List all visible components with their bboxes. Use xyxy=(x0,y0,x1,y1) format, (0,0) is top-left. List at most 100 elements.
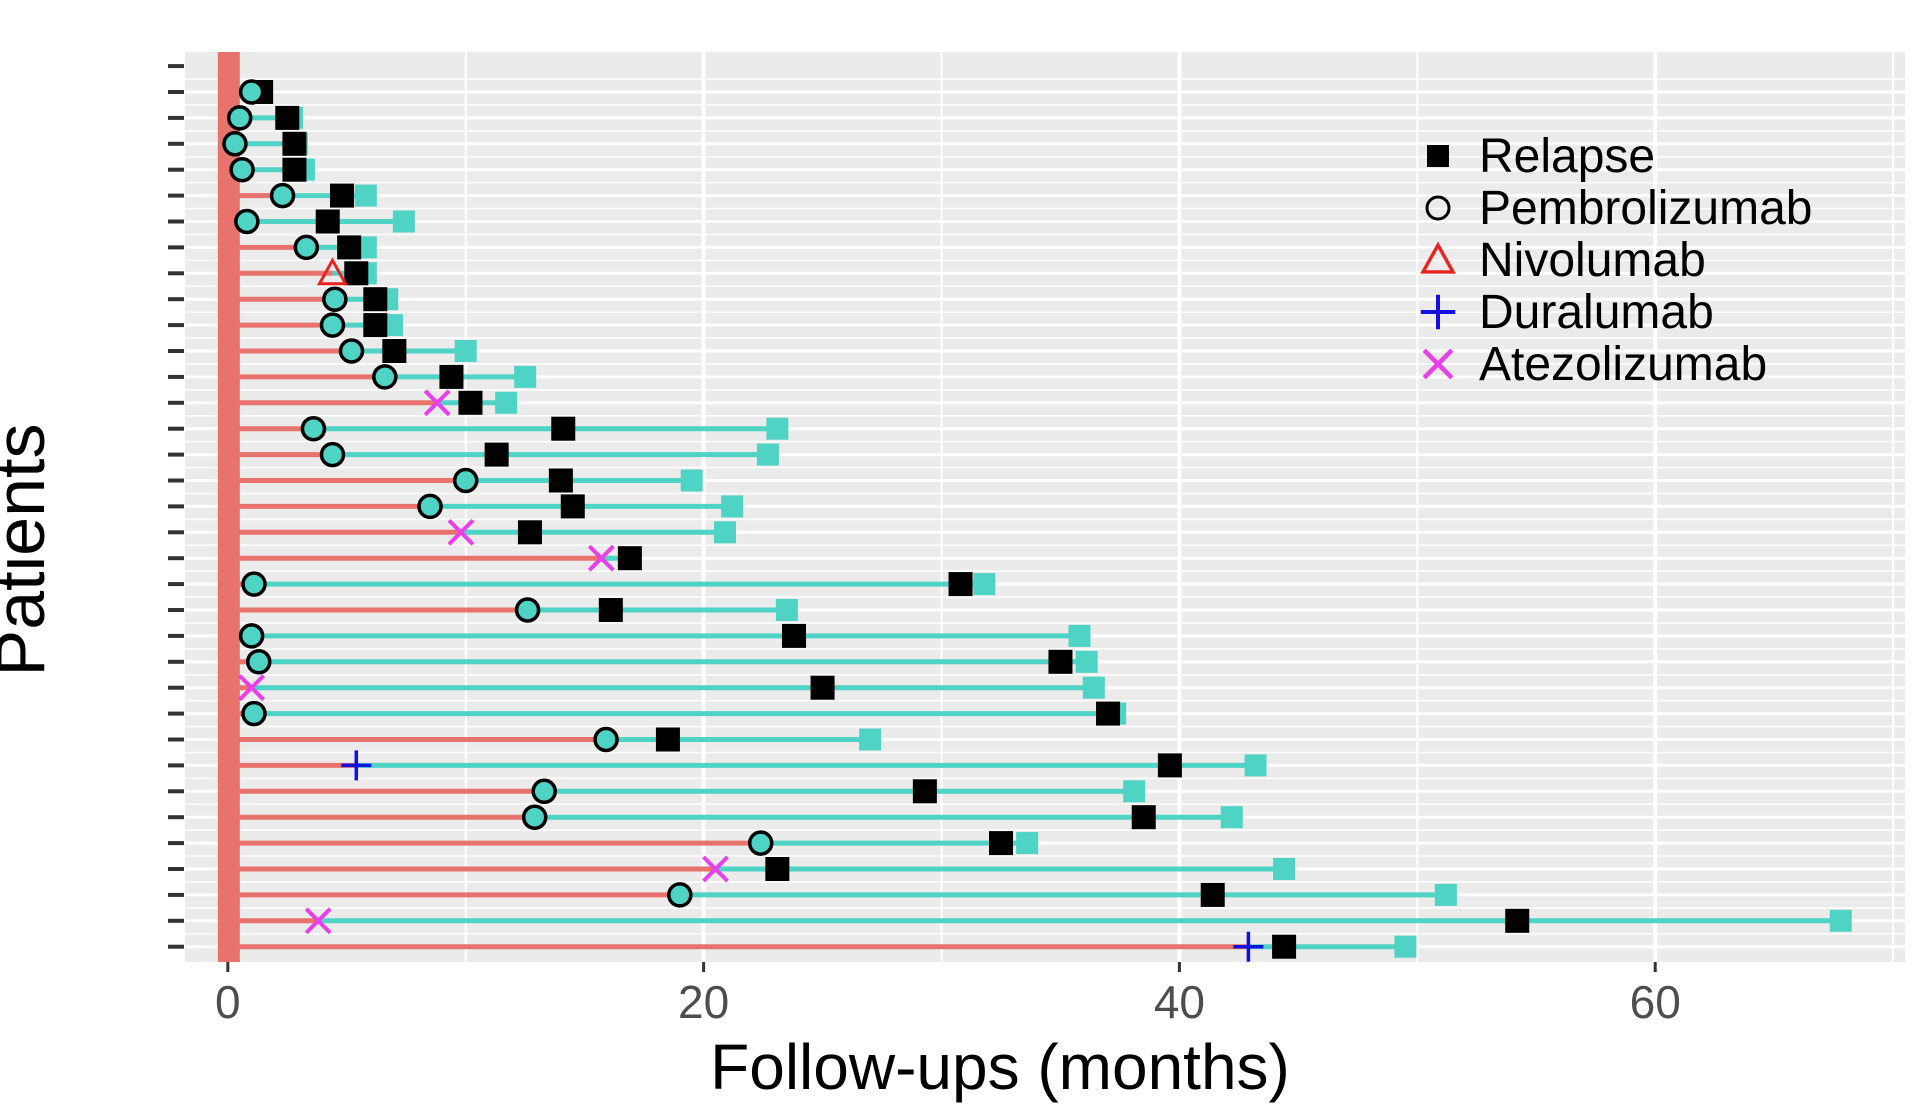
pembrolizumab-marker xyxy=(514,597,541,623)
follow-up-end-marker xyxy=(1082,676,1105,699)
follow-up-end-marker xyxy=(775,599,798,621)
relapse-marker xyxy=(912,779,937,804)
follow-up-end-marker xyxy=(495,391,518,414)
follow-up-end-marker xyxy=(1123,780,1146,803)
relapse-legend-marker xyxy=(1427,145,1449,167)
pembrolizumab-marker xyxy=(322,286,348,312)
relapse-marker xyxy=(598,598,623,622)
axes: 0 20 40 60 xyxy=(168,64,1681,1028)
x-tick-label: 60 xyxy=(1630,976,1681,1028)
nivolumab-marker xyxy=(316,257,349,286)
relapse-marker xyxy=(1272,934,1297,959)
relapse-marker xyxy=(484,442,509,467)
pembrolizumab-marker xyxy=(372,364,398,390)
relapse-marker xyxy=(1048,649,1073,674)
legend-item-atezolizumab: Atezolizumab xyxy=(1415,337,1812,391)
relapse-marker xyxy=(282,157,307,182)
x-tick-label: 40 xyxy=(1154,976,1205,1028)
relapse-marker xyxy=(275,105,300,130)
pembrolizumab-marker xyxy=(241,571,267,597)
legend-label: Pembrolizumab xyxy=(1479,181,1813,235)
x-stroke-2 xyxy=(423,389,451,417)
pembrolizumab-marker xyxy=(238,623,265,649)
x-stroke-2 xyxy=(304,907,332,935)
relapse-marker xyxy=(782,623,807,648)
legend-item-relapse: Relapse xyxy=(1415,129,1812,183)
relapse-marker xyxy=(548,468,573,493)
x-tick-label: 20 xyxy=(678,976,729,1028)
pembrolizumab-marker xyxy=(319,312,346,338)
x-stroke-2 xyxy=(447,518,475,546)
atezolizumab-marker xyxy=(423,389,451,417)
pembrolizumab-marker xyxy=(234,208,260,235)
follow-up-end-marker xyxy=(1220,806,1243,829)
follow-up-end-marker xyxy=(1068,624,1091,647)
follow-up-end-marker xyxy=(1016,832,1039,855)
duralumab-marker xyxy=(1233,931,1264,962)
relapse-marker xyxy=(363,313,388,338)
legend-label: Atezolizumab xyxy=(1479,337,1768,391)
legend-item-pembrolizumab: Pembrolizumab xyxy=(1415,181,1813,235)
pembrolizumab-marker xyxy=(417,493,443,520)
relapse-key-icon xyxy=(1415,133,1461,179)
relapse-marker xyxy=(439,364,464,389)
relapse-marker xyxy=(765,857,790,881)
relapse-marker xyxy=(330,183,355,208)
relapse-marker xyxy=(810,675,835,700)
follow-up-end-marker xyxy=(714,521,737,544)
follow-up-end-marker xyxy=(756,443,779,466)
follow-up-end-marker xyxy=(1434,883,1457,906)
legend-item-duralumab: Duralumab xyxy=(1415,286,1812,339)
relapse-marker xyxy=(363,287,388,312)
relapse-marker xyxy=(1131,805,1156,830)
pembrolizumab-marker xyxy=(531,778,557,805)
atezolizumab-marker xyxy=(1422,348,1454,380)
pembrolizumab-marker xyxy=(222,131,248,157)
x-stroke-2 xyxy=(702,855,729,883)
treatment-start-band xyxy=(217,52,240,962)
relapse-legend-symbol xyxy=(1427,145,1449,167)
legend-item-nivolumab: Nivolumab xyxy=(1415,233,1812,287)
follow-up-end-marker xyxy=(1244,754,1267,777)
relapse-marker xyxy=(315,209,340,234)
relapse-marker xyxy=(382,339,407,363)
relapse-marker xyxy=(517,520,542,545)
pembrolizumab-legend-symbol xyxy=(1425,195,1451,221)
legend-label: Nivolumab xyxy=(1479,233,1706,287)
atezolizumab-marker xyxy=(702,855,729,883)
grid-lines xyxy=(185,52,1905,962)
follow-up-end-marker xyxy=(721,495,744,518)
relapse-marker xyxy=(617,546,642,571)
follow-up-end-marker xyxy=(1394,935,1417,958)
follow-up-end-marker xyxy=(514,365,537,388)
pembrolizumab-marker xyxy=(521,804,548,830)
follow-up-end-marker xyxy=(1829,909,1852,932)
duralumab-legend-symbol xyxy=(1420,294,1456,330)
relapse-marker xyxy=(1096,701,1121,726)
nivolumab-legend-symbol xyxy=(1420,241,1456,274)
pembrolizumab-marker xyxy=(593,726,619,753)
atezolizumab-legend-symbol xyxy=(1422,348,1454,380)
nivolumab-key-icon xyxy=(1415,237,1461,283)
relapse-marker xyxy=(344,261,369,286)
pembrolizumab-marker xyxy=(452,467,479,494)
legend: Relapse Pembrolizumab Nivolumab Duraluma… xyxy=(1415,129,1813,391)
follow-up-end-marker xyxy=(454,340,477,362)
legend-label: Relapse xyxy=(1479,129,1656,183)
x-stroke-2 xyxy=(238,674,266,702)
markers xyxy=(222,79,1530,962)
relapse-marker xyxy=(560,494,585,519)
pembrolizumab-marker xyxy=(300,415,327,442)
atezolizumab-key-icon xyxy=(1415,341,1461,387)
atezolizumab-marker xyxy=(238,674,266,702)
relapse-marker xyxy=(1157,753,1182,778)
atezolizumab-marker xyxy=(447,518,475,546)
relapse-marker xyxy=(1200,882,1225,907)
relapse-marker xyxy=(1505,908,1530,933)
pembrolizumab-legend-marker xyxy=(1425,195,1451,221)
nivolumab-marker xyxy=(1420,241,1456,274)
duralumab-marker xyxy=(341,750,372,781)
follow-up-end-marker xyxy=(1075,650,1098,673)
follow-up-end-marker xyxy=(680,469,703,492)
follow-up-end-marker xyxy=(1273,858,1296,880)
